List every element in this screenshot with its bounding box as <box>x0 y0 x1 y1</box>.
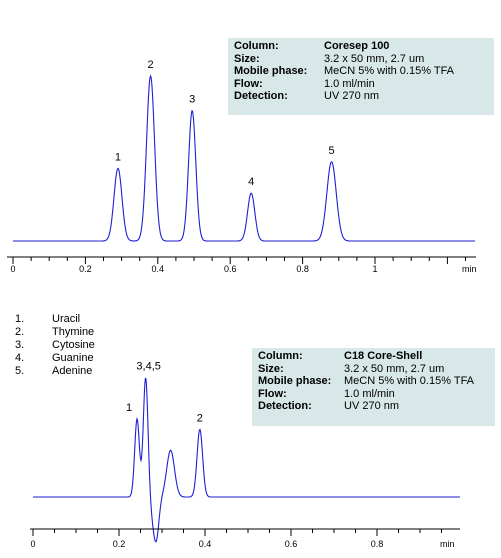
peak-label-top-1: 2 <box>147 59 153 71</box>
info-value: 3.2 x 50 mm, 2.7 um <box>344 362 445 375</box>
legend-item: 1. Uracil <box>15 313 95 326</box>
info-key: Detection: <box>234 90 288 102</box>
info-row: Size: 3.2 x 50 mm, 2.7 um <box>234 53 488 66</box>
legend-number: 4. <box>15 352 25 364</box>
info-key: Detection: <box>258 400 312 412</box>
info-row: Size: 3.2 x 50 mm, 2.7 um <box>258 363 489 376</box>
legend-compound-name: Guanine <box>52 352 94 364</box>
legend-compound-name: Cytosine <box>52 339 95 351</box>
info-value: UV 270 nm <box>324 90 380 102</box>
x-tick-label-top: 0.4 <box>152 264 165 274</box>
info-value: 1.0 ml/min <box>344 387 395 400</box>
legend-item: 4. Guanine <box>15 352 95 365</box>
info-value: 1.0 ml/min <box>324 77 375 90</box>
info-key: Mobile phase: <box>234 65 308 77</box>
x-tick-label-top: 0 <box>10 264 15 274</box>
peak-label-top-3: 4 <box>248 176 254 188</box>
peak-label-bottom-1: 3,4,5 <box>136 360 160 372</box>
x-axis-unit-bottom: min <box>440 539 455 549</box>
info-box-top: Column: Coresep 100 Size: 3.2 x 50 mm, 2.7 … <box>228 38 494 115</box>
x-axis-unit-top: min <box>462 264 477 274</box>
info-key: Flow: <box>258 387 287 400</box>
peak-label-bottom-0: 1 <box>126 402 132 414</box>
x-tick-label-bottom: 0 <box>30 539 35 549</box>
legend-compound-name: Thymine <box>52 326 95 338</box>
peak-label-top-4: 5 <box>328 145 334 157</box>
info-key: Column: <box>234 40 279 52</box>
info-row: Column: Coresep 100 <box>234 40 488 53</box>
legend-item: 5. Adenine <box>15 365 95 378</box>
x-tick-label-bottom: 0.6 <box>285 539 298 549</box>
peak-label-top-2: 3 <box>189 94 195 106</box>
x-tick-label-bottom: 0.8 <box>371 539 384 549</box>
x-tick-label-bottom: 0.4 <box>199 539 212 549</box>
info-row: Flow: 1.0 ml/min <box>234 78 488 91</box>
info-row: Flow: 1.0 ml/min <box>258 388 489 401</box>
info-row: Column: C18 Core-Shell <box>258 350 489 363</box>
x-tick-label-top: 1 <box>372 264 377 274</box>
legend-number: 2. <box>15 326 25 338</box>
compound-legend: 1. Uracil 2. Thymine 3. Cytosine 4. Guanine 5. Ad… <box>15 313 95 378</box>
legend-number: 5. <box>15 365 25 377</box>
legend-compound-name: Uracil <box>52 313 81 325</box>
legend-compound-name: Adenine <box>52 365 93 377</box>
info-row: Detection: UV 270 nm <box>234 90 488 103</box>
x-tick-label-top: 0.8 <box>296 264 309 274</box>
info-value: MeCN 5% with 0.15% TFA <box>324 65 455 77</box>
info-value: MeCN 5% with 0.15% TFA <box>344 375 475 387</box>
legend-item: 3. Cytosine <box>15 339 95 352</box>
info-box-bottom: Column: C18 Core-Shell Size: 3.2 x 50 mm, 2… <box>252 348 495 426</box>
info-value: Coresep 100 <box>324 40 390 52</box>
legend-item: 2. Thymine <box>15 326 95 339</box>
x-tick-label-top: 0.6 <box>224 264 237 274</box>
legend-number: 3. <box>15 339 25 351</box>
signal-trace-bottom <box>33 377 460 543</box>
info-row: Mobile phase: MeCN 5% with 0.15% TFA <box>234 65 488 78</box>
peak-label-top-0: 1 <box>115 151 121 163</box>
info-value: 3.2 x 50 mm, 2.7 um <box>324 52 425 65</box>
signal-trace-top <box>13 74 475 242</box>
info-key: Flow: <box>234 77 263 90</box>
info-key: Column: <box>258 350 303 362</box>
x-tick-label-bottom: 0.2 <box>113 539 126 549</box>
peak-label-bottom-5: 2 <box>197 412 203 424</box>
legend-number: 1. <box>15 313 25 325</box>
info-key: Size: <box>258 362 284 375</box>
info-row: Detection: UV 270 nm <box>258 400 489 413</box>
info-key: Size: <box>234 52 260 65</box>
info-row: Mobile phase: MeCN 5% with 0.15% TFA <box>258 375 489 388</box>
info-value: C18 Core-Shell <box>344 350 423 362</box>
info-value: UV 270 nm <box>344 400 400 412</box>
x-tick-label-top: 0.2 <box>79 264 92 274</box>
info-key: Mobile phase: <box>258 375 332 387</box>
